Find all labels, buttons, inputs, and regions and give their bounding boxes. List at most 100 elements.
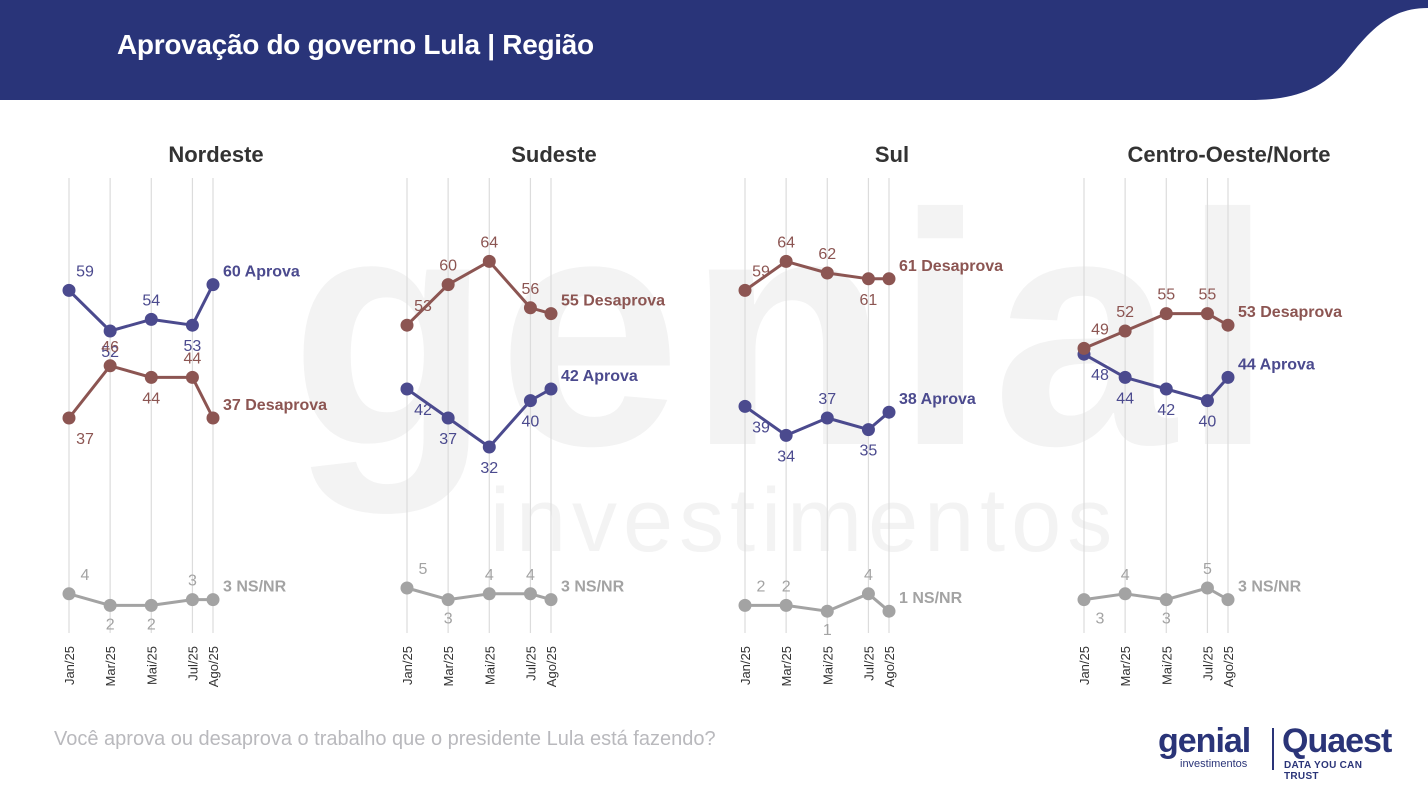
sul-x-tick-label: Jul/25 <box>861 646 876 681</box>
sudeste-desaprova-end-label: 55 Desaprova <box>561 293 665 310</box>
sul-aprova-point-4 <box>882 405 896 419</box>
nordeste-aprova-point-3 <box>185 318 199 332</box>
genial-logo: genial <box>1158 722 1251 760</box>
sul-nsnr-value-label: 1 <box>823 622 832 639</box>
logos-area: genial investimentos Quaest DATA YOU CAN… <box>1150 722 1400 782</box>
sul-aprova-value-label: 35 <box>860 443 878 460</box>
nordeste-desaprova-point-1 <box>103 359 117 373</box>
sul-nsnr-value-label: 2 <box>782 578 791 595</box>
centro-oeste-norte-x-tick-label: Jul/25 <box>1200 646 1215 681</box>
centro-oeste-norte-aprova-end-label: 44 Aprova <box>1238 356 1315 373</box>
nordeste-nsnr-value-label: 2 <box>147 616 156 633</box>
sul-desaprova-value-label: 59 <box>752 263 770 280</box>
sul-nsnr-value-label: 4 <box>864 567 873 584</box>
centro-oeste-norte-desaprova-point-3 <box>1200 307 1214 321</box>
nordeste-x-tick-label: Mai/25 <box>144 646 159 685</box>
nordeste-nsnr-value-label: 2 <box>106 616 115 633</box>
nordeste-nsnr-end-label: 3 NS/NR <box>223 579 287 596</box>
sudeste-nsnr-point-3 <box>523 587 537 601</box>
nordeste-aprova-point-2 <box>144 312 158 326</box>
centro-oeste-norte-x-tick-label: Jan/25 <box>1077 646 1092 685</box>
centro-oeste-norte-x-tick-label: Ago/25 <box>1221 646 1236 687</box>
sul-chart-title: Sul <box>875 142 909 167</box>
centro-oeste-norte-aprova-point-3 <box>1200 394 1214 408</box>
centro-oeste-norte-nsnr-point-4 <box>1221 593 1235 607</box>
nordeste-aprova-value-label: 54 <box>142 292 160 309</box>
sudeste-desaprova-value-label: 60 <box>439 258 457 275</box>
sul-desaprova-point-4 <box>882 272 896 286</box>
sudeste-x-tick-label: Jan/25 <box>400 646 415 685</box>
sul-desaprova-end-label: 61 Desaprova <box>899 258 1003 275</box>
nordeste-nsnr-point-3 <box>185 593 199 607</box>
sul-aprova-end-label: 38 Aprova <box>899 391 976 408</box>
sul-nsnr-point-2 <box>820 604 834 618</box>
nordeste-aprova-value-label: 59 <box>76 263 94 280</box>
page-title: Aprovação do governo Lula | Região <box>117 29 594 60</box>
sul-aprova-point-0 <box>738 399 752 413</box>
sul-aprova-point-3 <box>861 423 875 437</box>
sudeste-x-tick-label: Mar/25 <box>441 646 456 686</box>
centro-oeste-norte-aprova-value-label: 44 <box>1116 390 1134 407</box>
sudeste-nsnr-value-label: 4 <box>526 567 535 584</box>
nordeste-chart-title: Nordeste <box>168 142 263 167</box>
centro-oeste-norte-nsnr-point-1 <box>1118 587 1132 601</box>
sudeste-desaprova-point-4 <box>544 307 558 321</box>
sul-nsnr-point-4 <box>882 604 896 618</box>
centro-oeste-norte-aprova-point-1 <box>1118 370 1132 384</box>
nordeste-nsnr-value-label: 4 <box>81 567 90 584</box>
sudeste-desaprova-value-label: 53 <box>414 298 432 315</box>
centro-oeste-norte-desaprova-value-label: 49 <box>1091 321 1109 338</box>
sudeste-desaprova-point-3 <box>523 301 537 315</box>
centro-oeste-norte-aprova-point-4 <box>1221 370 1235 384</box>
sudeste-nsnr-value-label: 3 <box>444 611 453 628</box>
sul-x-tick-label: Mar/25 <box>779 646 794 686</box>
sul-desaprova-point-1 <box>779 254 793 268</box>
genial-logo-sub: investimentos <box>1180 758 1248 770</box>
sul-aprova-value-label: 39 <box>752 419 770 436</box>
centro-oeste-norte-desaprova-point-4 <box>1221 318 1235 332</box>
nordeste-nsnr-point-1 <box>103 598 117 612</box>
sudeste-aprova-point-1 <box>441 411 455 425</box>
nordeste-aprova-point-4 <box>206 278 220 292</box>
sudeste-chart-title: Sudeste <box>511 142 597 167</box>
nordeste-desaprova-point-4 <box>206 411 220 425</box>
centro-oeste-norte-desaprova-point-1 <box>1118 324 1132 338</box>
sudeste-nsnr-end-label: 3 NS/NR <box>561 579 625 596</box>
sudeste-nsnr-point-0 <box>400 581 414 595</box>
sul-desaprova-value-label: 64 <box>777 234 795 251</box>
nordeste-desaprova-value-label: 37 <box>76 431 94 448</box>
sul-nsnr-value-label: 2 <box>757 578 766 595</box>
centro-oeste-norte-x-tick-label: Mai/25 <box>1159 646 1174 685</box>
quaest-tagline: DATA YOU CAN TRUST <box>1284 760 1363 782</box>
sul-desaprova-value-label: 61 <box>860 292 878 309</box>
centro-oeste-norte-nsnr-point-2 <box>1159 593 1173 607</box>
sul-aprova-point-1 <box>779 428 793 442</box>
header-banner-shape <box>0 0 1428 100</box>
sudeste-aprova-point-3 <box>523 394 537 408</box>
sul-desaprova-point-0 <box>738 283 752 297</box>
sudeste-aprova-point-0 <box>400 382 414 396</box>
quaest-logo: Quaest <box>1282 722 1392 760</box>
centro-oeste-norte-nsnr-point-3 <box>1200 581 1214 595</box>
sul-desaprova-point-2 <box>820 266 834 280</box>
nordeste-aprova-value-label: 53 <box>184 338 202 355</box>
sudeste-nsnr-point-2 <box>482 587 496 601</box>
centro-oeste-norte-desaprova-end-label: 53 Desaprova <box>1238 304 1342 321</box>
centro-oeste-norte-nsnr-value-label: 5 <box>1203 561 1212 578</box>
nordeste-nsnr-point-4 <box>206 593 220 607</box>
centro-oeste-norte-chart-title: Centro-Oeste/Norte <box>1128 142 1331 167</box>
sudeste-x-tick-label: Mai/25 <box>482 646 497 685</box>
sudeste-aprova-value-label: 40 <box>522 414 540 431</box>
sudeste-desaprova-value-label: 64 <box>480 234 498 251</box>
centro-oeste-norte-nsnr-value-label: 3 <box>1096 611 1105 628</box>
centro-oeste-norte-aprova-value-label: 48 <box>1091 367 1109 384</box>
sul-nsnr-point-3 <box>861 587 875 601</box>
sudeste-nsnr-point-4 <box>544 593 558 607</box>
nordeste-desaprova-value-label: 44 <box>184 350 202 367</box>
nordeste-aprova-point-1 <box>103 324 117 338</box>
sul-aprova-value-label: 37 <box>818 391 836 408</box>
sudeste-aprova-value-label: 42 <box>414 402 432 419</box>
sudeste-nsnr-point-1 <box>441 593 455 607</box>
centro-oeste-norte-aprova-value-label: 42 <box>1157 402 1175 419</box>
sul-nsnr-end-label: 1 NS/NR <box>899 590 963 607</box>
